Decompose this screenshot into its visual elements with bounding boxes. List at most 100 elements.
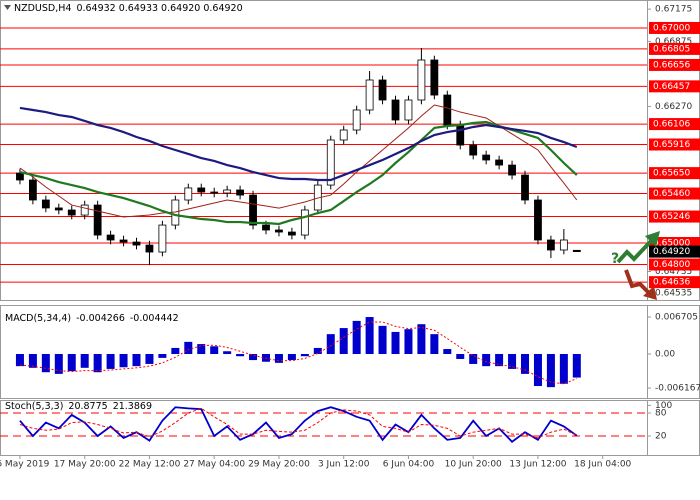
- candle-body: [391, 99, 400, 121]
- y-tick-label: 0.00: [655, 350, 675, 360]
- level-label-box: [649, 258, 700, 271]
- stoch-signal-line: [19, 407, 578, 439]
- last-price-label: 0.64920: [653, 247, 690, 257]
- x-tick-label: 6 Jun 04:00: [383, 460, 435, 470]
- up-arrow: [616, 238, 654, 264]
- macd-bar: [326, 334, 335, 355]
- candle-body: [28, 179, 37, 201]
- level-label-box: [649, 276, 700, 289]
- macd-bar: [145, 354, 154, 364]
- macd-bar: [417, 324, 426, 355]
- macd-value: -0.004266: [76, 313, 125, 324]
- macd-bar: [365, 317, 374, 355]
- y-tick-label: 0.64535: [655, 289, 692, 299]
- up-arrow-head: [645, 231, 660, 247]
- candle-body: [16, 172, 24, 181]
- candle-body: [521, 174, 529, 201]
- moving-average: [19, 120, 578, 226]
- macd-bar: [287, 354, 296, 361]
- x-tick-label: 27 May 04:00: [183, 460, 245, 470]
- candle-body: [236, 189, 244, 196]
- stoch-signal-value: 21.3869: [113, 401, 152, 412]
- level-label-box: [649, 80, 700, 93]
- candle-body: [262, 224, 270, 231]
- macd-bar: [559, 354, 568, 384]
- level-label: 0.65246: [653, 212, 690, 222]
- level-label: 0.67000: [653, 23, 690, 33]
- candle-body: [365, 79, 374, 111]
- candle-body: [508, 164, 516, 176]
- macd-bar: [430, 334, 439, 355]
- macd-signal-line: [19, 321, 577, 385]
- labels-layer: 0.67175 0.66875 0.66270 0.64735 0.64535 0.670…: [0, 5, 700, 470]
- candle-body: [572, 249, 581, 253]
- macd-bar: [210, 346, 219, 355]
- macd-bar: [132, 354, 141, 367]
- macd-bar: [443, 349, 452, 355]
- level-label-box: [649, 58, 700, 71]
- candle-body: [559, 239, 568, 251]
- candle-body: [352, 109, 361, 131]
- x-tick-label: 22 May 12:00: [119, 460, 181, 470]
- candle-body: [249, 194, 257, 226]
- stoch-title: Stoch(5,3,3): [5, 401, 63, 412]
- macd-bar: [197, 344, 206, 355]
- candle-body: [223, 189, 232, 194]
- x-tick-label: 3 Jun 12:00: [318, 460, 370, 470]
- x-tick-label: 16 May 2019: [0, 460, 50, 470]
- level-label-box: [649, 21, 700, 34]
- level-label: 0.64636: [653, 278, 690, 288]
- macd-bar: [223, 351, 232, 355]
- x-tick-label: 17 May 20:00: [54, 460, 116, 470]
- symbol: NZDUSD,H4: [14, 3, 71, 14]
- candle-body: [145, 244, 154, 253]
- macd-title: MACD(5,34,4): [5, 313, 71, 324]
- y-tick-label: 80: [655, 409, 667, 419]
- candle-body: [41, 199, 50, 209]
- y-tick-label: 0.66875: [655, 37, 692, 47]
- candle-body: [67, 209, 76, 216]
- forecast-arrows: ?: [611, 231, 660, 300]
- level-label-box: [649, 187, 700, 200]
- x-tick-label: 10 Jun 20:00: [445, 460, 502, 470]
- stoch-main-value: 20.8775: [68, 401, 107, 412]
- level-label-box: [649, 118, 700, 131]
- candle-body: [158, 224, 167, 253]
- candle-body: [106, 234, 115, 241]
- macd-bar: [80, 354, 89, 368]
- macd-bar: [171, 347, 180, 355]
- macd-bar: [184, 341, 193, 355]
- signal-marker: ?: [611, 251, 619, 267]
- candle-body: [275, 229, 283, 233]
- macd-bar: [274, 354, 283, 363]
- macd-bar: [54, 354, 63, 374]
- candle-body: [197, 187, 206, 193]
- macd-header: MACD(5,34,4) -0.004266 -0.004442: [5, 313, 179, 324]
- y-tick-label: 0.006705: [655, 313, 698, 323]
- macd-bar: [404, 329, 413, 355]
- level-label: 0.65460: [653, 189, 690, 199]
- moving-average: [19, 106, 578, 182]
- candle-body: [456, 124, 465, 146]
- macd-bar: [378, 325, 387, 355]
- macd-bar: [456, 354, 465, 359]
- level-label: 0.66656: [653, 60, 690, 70]
- candle-body: [288, 231, 296, 236]
- macd-bar: [533, 354, 542, 387]
- macd-bar: [313, 347, 322, 355]
- stoch-main-line: [19, 406, 578, 443]
- y-tick-label: 0.67175: [655, 5, 692, 15]
- level-label-box: [649, 138, 700, 151]
- moving-average: [19, 104, 578, 218]
- candle-body: [430, 59, 439, 96]
- macd-bar: [67, 354, 76, 372]
- level-label: 0.65650: [653, 169, 690, 179]
- level-label: 0.64800: [653, 260, 690, 270]
- level-label: 0.65000: [653, 239, 690, 249]
- down-arrow: [624, 269, 652, 296]
- candle-body: [339, 129, 348, 141]
- x-tick-label: 29 May 20:00: [248, 460, 310, 470]
- macd-bar: [572, 354, 581, 378]
